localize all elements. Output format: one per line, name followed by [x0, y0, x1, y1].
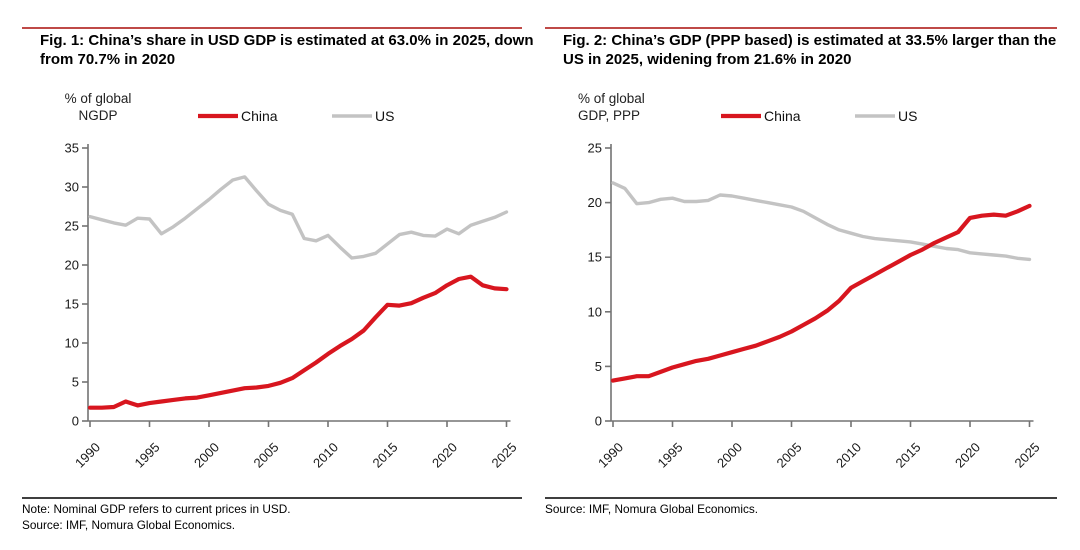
y-axis-unit-label: % of global [578, 91, 645, 106]
us-line [611, 181, 1032, 262]
y-axis-unit-label: NGDP [78, 108, 117, 123]
y-axis-unit-label: % of global [65, 91, 132, 106]
x-tick-label: 2005 [774, 440, 805, 471]
y-tick-label: 0 [595, 414, 602, 429]
y-tick-label: 10 [65, 336, 79, 351]
x-tick-label: 2020 [429, 440, 460, 471]
figure-2-source: Source: IMF, Nomura Global Economics. [545, 502, 759, 516]
x-tick-label: 2025 [1012, 440, 1043, 471]
china-line [610, 203, 1032, 383]
us-line [88, 175, 509, 260]
figure-1-accent-rule [22, 27, 522, 29]
y-tick-label: 5 [72, 375, 79, 390]
y-axis-unit-label: GDP, PPP [578, 108, 640, 123]
x-tick-label: 2015 [893, 440, 924, 471]
figure-2-panel: Fig. 2: China’s GDP (PPP based) is estim… [545, 0, 1057, 550]
x-tick-label: 1995 [132, 440, 163, 471]
y-tick-label: 35 [65, 141, 79, 156]
figure-2-accent-rule [545, 27, 1057, 29]
figure-1-title: Fig. 1: China’s share in USD GDP is esti… [40, 32, 534, 68]
x-tick-label: 1995 [655, 440, 686, 471]
y-tick-label: 5 [595, 359, 602, 374]
figure-2-footer-rule [545, 497, 1057, 499]
y-tick-label: 30 [65, 180, 79, 195]
x-tick-label: 2000 [191, 440, 222, 471]
y-tick-label: 10 [588, 304, 602, 319]
figure-1-source: Source: IMF, Nomura Global Economics. [22, 518, 236, 532]
y-tick-label: 20 [65, 258, 79, 273]
x-tick-label: 1990 [595, 440, 626, 471]
figure-1-note: Note: Nominal GDP refers to current pric… [22, 502, 291, 516]
x-tick-label: 2005 [251, 440, 282, 471]
x-tick-label: 2010 [833, 440, 864, 471]
legend-label-china: China [241, 108, 278, 124]
x-tick-label: 2025 [489, 440, 520, 471]
china-line [87, 274, 509, 410]
legend-label-us: US [898, 108, 917, 124]
figure-1-footer-rule [22, 497, 522, 499]
legend-label-china: China [764, 108, 801, 124]
figure-2-title: Fig. 2: China’s GDP (PPP based) is estim… [563, 32, 1057, 68]
x-tick-label: 2010 [310, 440, 341, 471]
y-tick-label: 15 [65, 297, 79, 312]
x-tick-label: 1990 [72, 440, 103, 471]
x-tick-label: 2020 [952, 440, 983, 471]
x-tick-label: 2000 [714, 440, 745, 471]
y-tick-label: 25 [65, 219, 79, 234]
x-tick-label: 2015 [370, 440, 401, 471]
figure-1-panel: Fig. 1: China’s share in USD GDP is esti… [22, 0, 533, 550]
y-tick-label: 15 [588, 250, 602, 265]
legend-label-us: US [375, 108, 394, 124]
y-tick-label: 20 [588, 195, 602, 210]
y-tick-label: 0 [72, 414, 79, 429]
y-tick-label: 25 [588, 141, 602, 156]
